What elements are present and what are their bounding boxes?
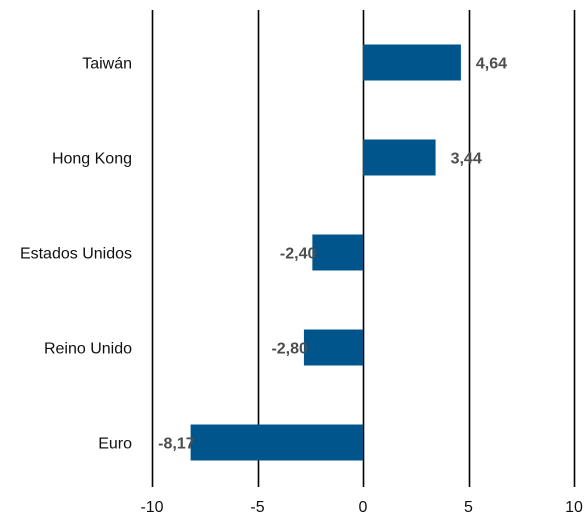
bar-estados-unidos	[312, 234, 363, 271]
category-label-estados-unidos: Estados Unidos	[20, 246, 132, 263]
data-label-estados-unidos: -2,40	[280, 246, 317, 263]
data-label-euro: -8,17	[158, 436, 195, 453]
category-label-taiwan: Taiwán	[82, 56, 132, 73]
bar-euro	[190, 424, 363, 461]
data-label-reino-unido: -2,80	[271, 341, 308, 358]
x-tick-label: 5	[464, 499, 473, 516]
bar-reino-unido	[303, 329, 363, 366]
category-label-hong-kong: Hong Kong	[52, 151, 132, 168]
x-tick-label: 10	[565, 499, 583, 516]
data-label-hong-kong: 3,44	[451, 151, 482, 168]
x-tick-label: 0	[359, 499, 368, 516]
category-labels: Taiwán Hong Kong Estados Unidos Reino Unido…	[20, 56, 132, 453]
category-label-euro: Euro	[98, 436, 132, 453]
data-label-taiwan: 4,64	[476, 56, 507, 73]
data-labels: 4,64 3,44 -2,40 -2,80 -8,17	[158, 56, 507, 453]
x-tick-label: -10	[140, 499, 163, 516]
gridlines	[151, 10, 576, 487]
bar-taiwan	[363, 44, 461, 81]
x-tick-label: -5	[250, 499, 264, 516]
bars	[190, 44, 461, 461]
x-axis-tick-labels: -10 -5 0 5 10	[140, 499, 583, 516]
bar-hong-kong	[363, 139, 436, 176]
category-label-reino-unido: Reino Unido	[44, 341, 132, 358]
